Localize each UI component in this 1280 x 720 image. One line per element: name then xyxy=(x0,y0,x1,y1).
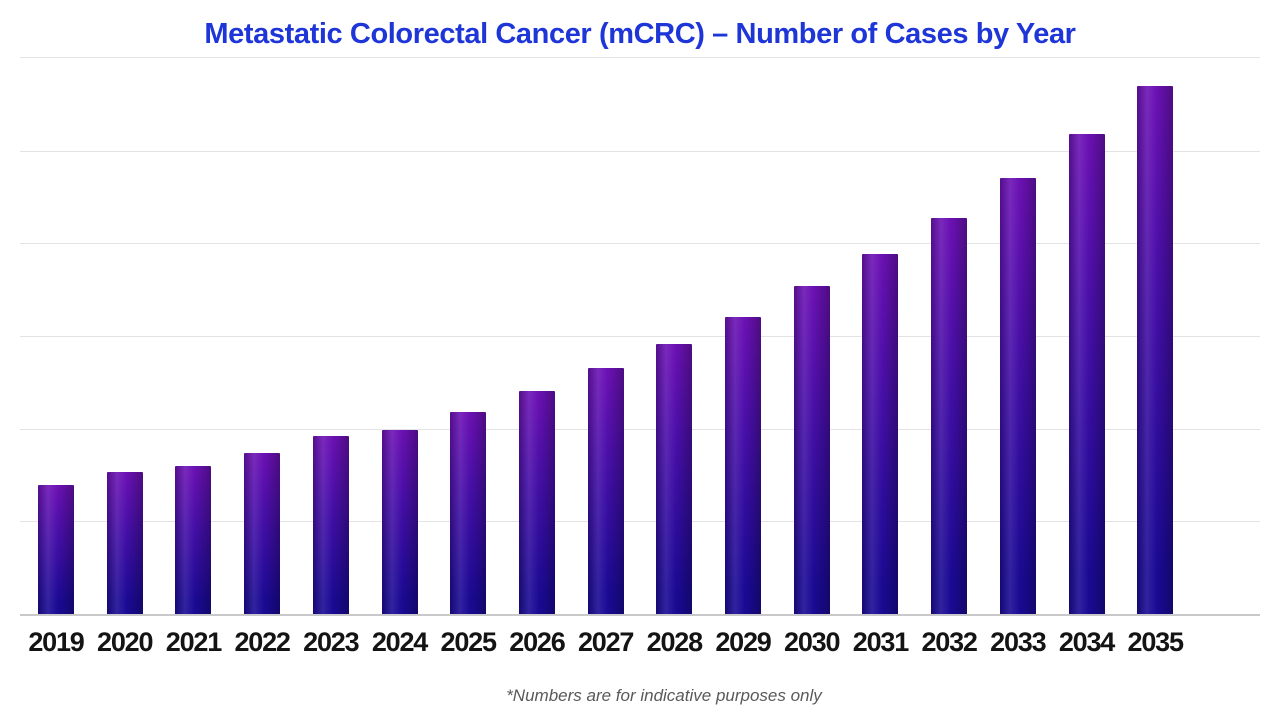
bar-2021 xyxy=(175,466,212,614)
x-axis-label-2033: 2033 xyxy=(990,627,1046,657)
bar-2032 xyxy=(931,218,968,614)
gridline xyxy=(20,336,1260,337)
x-axis-label-2026: 2026 xyxy=(509,627,565,657)
gridline xyxy=(20,428,1260,430)
x-axis-label-2032: 2032 xyxy=(921,627,977,657)
bar-2033 xyxy=(999,178,1036,614)
gridline xyxy=(20,150,1260,152)
x-axis-label-2022: 2022 xyxy=(234,627,290,657)
x-axis-label-2019: 2019 xyxy=(28,627,84,657)
x-axis-label-2034: 2034 xyxy=(1058,627,1115,657)
bar-2024 xyxy=(381,429,418,614)
bar-2019 xyxy=(38,485,74,614)
x-axis-label-2030: 2030 xyxy=(784,627,840,657)
x-axis-label-2025: 2025 xyxy=(440,627,497,657)
bar-2025 xyxy=(450,412,487,614)
bar-2022 xyxy=(244,452,281,614)
gridline xyxy=(20,243,1260,245)
bar-2023 xyxy=(312,436,349,614)
x-axis-label-2031: 2031 xyxy=(852,627,909,657)
bar-2031 xyxy=(862,254,899,614)
x-axis-label-2020: 2020 xyxy=(97,627,153,657)
x-axis-label-2027: 2027 xyxy=(577,627,634,657)
x-axis-label-2023: 2023 xyxy=(303,627,359,657)
gridline xyxy=(20,521,1260,523)
footnote: *Numbers are for indicative purposes onl… xyxy=(506,686,822,705)
bar-2035 xyxy=(1137,85,1174,614)
bar-2020 xyxy=(106,472,143,614)
x-axis-label-2035: 2035 xyxy=(1127,627,1184,657)
x-axis-label-2028: 2028 xyxy=(646,627,703,657)
bar-2029 xyxy=(725,317,761,614)
bar-2030 xyxy=(793,285,830,614)
bar-2026 xyxy=(518,391,555,614)
x-axis-label-2021: 2021 xyxy=(165,627,222,657)
bar-2028 xyxy=(656,343,693,614)
plot-area: 2019 2020 2021 2022 2023 2024 2025 2026 2027 2028… xyxy=(20,57,1260,657)
chart-title: Metastatic Colorectal Cancer (mCRC) – Nu… xyxy=(204,18,1076,50)
x-axis-label-2024: 2024 xyxy=(371,627,428,657)
bar-2027 xyxy=(587,368,624,614)
x-axis-label-2029: 2029 xyxy=(715,627,771,657)
bar-2034 xyxy=(1068,134,1105,614)
